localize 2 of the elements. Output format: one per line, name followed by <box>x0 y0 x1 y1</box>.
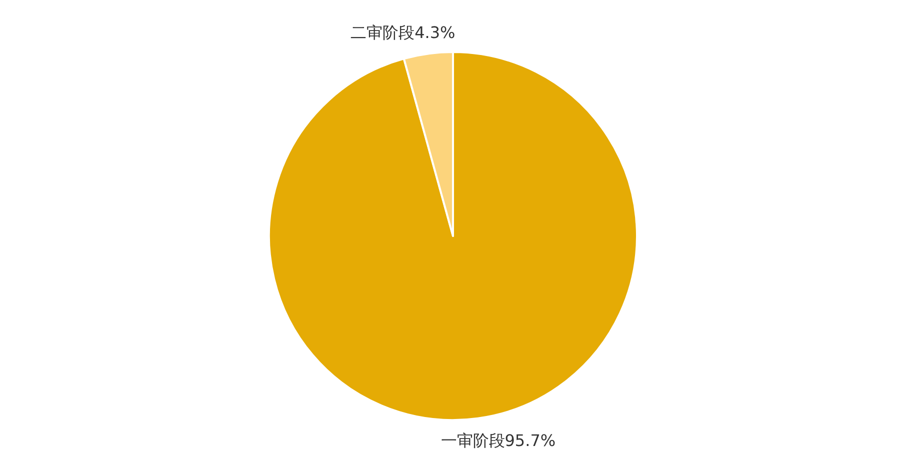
slice-label: 一审阶段95.7% <box>440 431 556 450</box>
slice-label: 二审阶段4.3% <box>350 22 456 42</box>
